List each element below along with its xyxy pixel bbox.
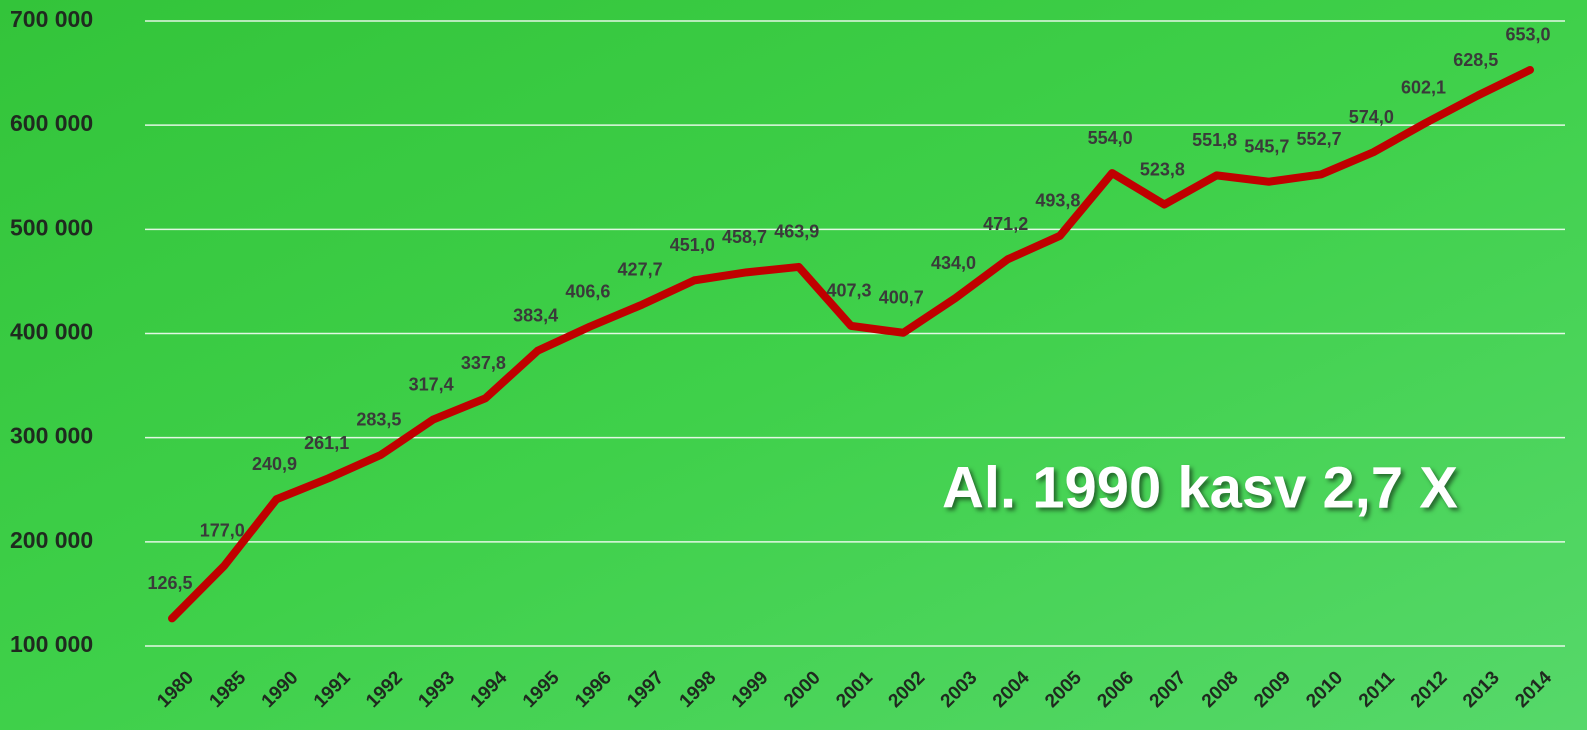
data-label: 434,0 <box>931 253 976 273</box>
y-tick-label: 400 000 <box>10 319 93 345</box>
data-label: 574,0 <box>1349 107 1394 127</box>
data-label: 407,3 <box>826 281 871 301</box>
y-tick-label: 200 000 <box>10 527 93 553</box>
data-label: 451,0 <box>670 235 715 255</box>
data-label: 458,7 <box>722 227 767 247</box>
y-tick-label: 600 000 <box>10 110 93 136</box>
data-label: 471,2 <box>983 214 1028 234</box>
data-label: 337,8 <box>461 353 506 373</box>
data-label: 552,7 <box>1297 129 1342 149</box>
y-tick-label: 100 000 <box>10 631 93 657</box>
data-label: 554,0 <box>1088 128 1133 148</box>
data-label: 177,0 <box>200 521 245 541</box>
data-line <box>168 65 1534 623</box>
data-label: 406,6 <box>565 281 610 301</box>
data-label: 523,8 <box>1140 159 1185 179</box>
data-label: 317,4 <box>409 374 454 394</box>
data-label: 400,7 <box>879 288 924 308</box>
data-label: 283,5 <box>356 410 401 430</box>
data-label: 261,1 <box>304 433 349 453</box>
data-label: 628,5 <box>1453 50 1498 70</box>
data-label: 602,1 <box>1401 78 1446 98</box>
data-label: 463,9 <box>774 222 819 242</box>
data-label: 427,7 <box>618 259 663 279</box>
data-label: 240,9 <box>252 454 297 474</box>
y-tick-label: 700 000 <box>10 6 93 32</box>
data-label: 493,8 <box>1035 191 1080 211</box>
annotation: Al. 1990 kasv 2,7 X <box>942 455 1458 520</box>
data-label: 653,0 <box>1505 25 1550 45</box>
data-label: 383,4 <box>513 306 558 326</box>
data-label: 545,7 <box>1244 136 1289 156</box>
data-label: 126,5 <box>147 573 192 593</box>
y-tick-label: 500 000 <box>10 214 93 240</box>
data-label: 551,8 <box>1192 130 1237 150</box>
y-tick-label: 300 000 <box>10 423 93 449</box>
